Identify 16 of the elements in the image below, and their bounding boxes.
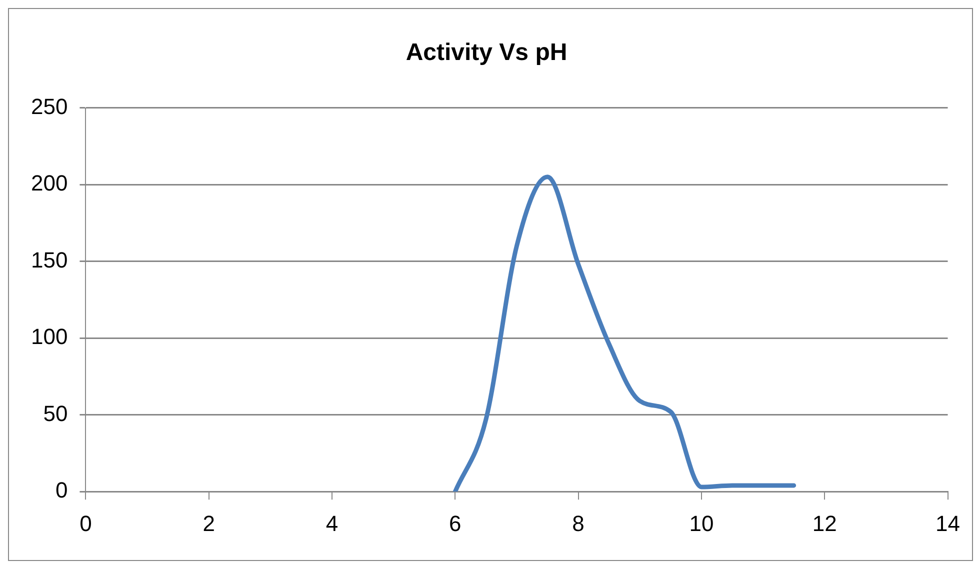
x-tick-label: 14 bbox=[936, 510, 960, 536]
y-tick-label: 100 bbox=[30, 324, 68, 350]
x-tick-label: 0 bbox=[80, 510, 92, 536]
y-tick-label: 0 bbox=[55, 478, 68, 503]
x-tick-label: 12 bbox=[812, 510, 837, 536]
x-tick-label: 8 bbox=[572, 510, 584, 536]
line-series bbox=[452, 174, 796, 492]
chart-title: Activity Vs pH bbox=[406, 39, 568, 66]
y-tick-label: 200 bbox=[30, 170, 68, 196]
y-tick-label: 250 bbox=[30, 94, 68, 119]
x-tick-label: 2 bbox=[202, 510, 215, 536]
y-tick-label: 150 bbox=[30, 247, 68, 272]
x-tick-label: 4 bbox=[326, 510, 338, 536]
y-tick-label: 50 bbox=[43, 400, 68, 426]
x-tick-label: 6 bbox=[449, 510, 462, 536]
x-tick-label: 10 bbox=[689, 510, 714, 536]
